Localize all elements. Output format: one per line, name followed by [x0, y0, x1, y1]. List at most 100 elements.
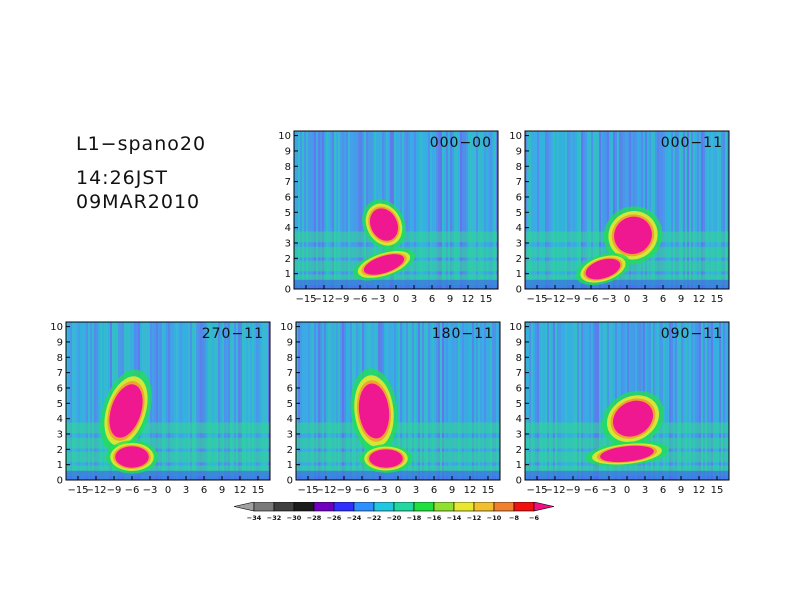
noise-stripe	[675, 322, 677, 480]
noise-stripe	[585, 131, 587, 289]
noise-stripe	[474, 322, 476, 480]
noise-stripe	[316, 322, 318, 480]
x-tick-label: −15	[526, 485, 547, 496]
noise-band	[296, 470, 500, 480]
noise-stripe	[262, 322, 264, 480]
noise-stripe	[458, 322, 460, 480]
noise-stripe	[412, 131, 414, 289]
noise-stripe	[416, 131, 418, 289]
noise-stripe	[557, 131, 559, 289]
noise-stripe	[605, 322, 607, 480]
noise-stripe	[609, 322, 611, 480]
noise-stripe	[324, 131, 326, 289]
noise-stripe	[579, 131, 581, 289]
noise-stripe	[404, 322, 406, 480]
noise-stripe	[681, 322, 683, 480]
noise-stripe	[488, 131, 490, 289]
noise-stripe	[438, 131, 440, 289]
noise-stripe	[66, 322, 68, 480]
noise-stripe	[559, 322, 561, 480]
noise-stripe	[406, 131, 408, 289]
x-tick-label: −3	[602, 485, 617, 496]
y-tick-label: 3	[287, 429, 293, 440]
noise-stripe	[561, 322, 563, 480]
noise-stripe	[450, 322, 452, 480]
noise-stripe	[254, 322, 256, 480]
noise-stripe	[615, 131, 617, 289]
noise-stripe	[264, 322, 266, 480]
noise-stripe	[707, 322, 709, 480]
noise-stripe	[529, 322, 531, 480]
panel-label: 000−00	[430, 135, 492, 151]
intensity-blob	[109, 384, 143, 438]
noise-stripe	[539, 322, 541, 480]
intensity-blob	[369, 449, 403, 468]
noise-stripe	[190, 322, 192, 480]
noise-stripe	[719, 322, 721, 480]
noise-stripe	[529, 131, 531, 289]
noise-stripe	[681, 131, 683, 289]
y-tick-label: 7	[516, 177, 522, 188]
y-tick-label: 1	[287, 460, 293, 471]
noise-stripe	[474, 131, 476, 289]
noise-stripe	[551, 322, 553, 480]
noise-stripe	[248, 322, 250, 480]
chart-panel-1: 0 1 2 3 4 5 6 7 8 9 10 −15 −12 −9 −6 −3 0 3 6 9 12 15 000−00	[278, 130, 499, 311]
noise-stripe	[531, 131, 533, 289]
x-tick-label: 3	[642, 485, 648, 496]
noise-stripe	[476, 131, 478, 289]
noise-stripe	[436, 322, 438, 480]
noise-stripe	[583, 322, 585, 480]
noise-stripe	[214, 322, 216, 480]
noise-stripe	[208, 322, 210, 480]
noise-stripe	[613, 131, 615, 289]
noise-stripe	[671, 322, 673, 480]
y-tick-label: 3	[516, 238, 522, 249]
intensity-blob	[614, 216, 652, 254]
y-tick-label: 5	[285, 208, 291, 219]
noise-stripe	[98, 322, 100, 480]
noise-stripe	[260, 322, 262, 480]
noise-stripe	[296, 131, 298, 289]
y-tick-label: 6	[287, 383, 293, 394]
noise-stripe	[573, 131, 575, 289]
colorbar-swatch	[533, 501, 555, 512]
x-tick-label: 12	[693, 485, 706, 496]
noise-stripe	[434, 131, 436, 289]
noise-stripe	[651, 131, 653, 289]
noise-stripe	[595, 322, 597, 480]
x-tick-label: −12	[85, 485, 106, 496]
noise-stripe	[659, 131, 661, 289]
noise-stripe	[478, 322, 480, 480]
noise-stripe	[490, 131, 492, 289]
x-tick-label: 6	[431, 485, 437, 496]
noise-stripe	[216, 322, 218, 480]
y-tick-label: 1	[57, 460, 63, 471]
noise-stripe	[268, 322, 270, 480]
y-tick-label: 6	[516, 383, 522, 394]
noise-stripe	[476, 322, 478, 480]
noise-stripe	[549, 131, 551, 289]
noise-stripe	[344, 131, 346, 289]
noise-stripe	[242, 322, 244, 480]
noise-stripe	[563, 322, 565, 480]
y-tick-label: 2	[516, 254, 522, 265]
noise-stripe	[320, 131, 322, 289]
noise-stripe	[607, 322, 609, 480]
noise-stripe	[484, 322, 486, 480]
x-tick-label: 9	[678, 485, 684, 496]
noise-stripe	[102, 322, 104, 480]
y-tick-label: 9	[57, 337, 63, 348]
noise-stripe	[452, 322, 454, 480]
noise-stripe	[547, 322, 549, 480]
noise-stripe	[358, 131, 360, 289]
colorbar-swatch	[393, 501, 415, 512]
x-tick-label: −12	[544, 294, 565, 305]
noise-stripe	[228, 322, 230, 480]
noise-stripe	[466, 322, 468, 480]
noise-stripe	[308, 322, 310, 480]
noise-stripe	[346, 322, 348, 480]
x-tick-label: 3	[411, 294, 417, 305]
x-tick-label: −9	[566, 485, 581, 496]
noise-stripe	[446, 131, 448, 289]
